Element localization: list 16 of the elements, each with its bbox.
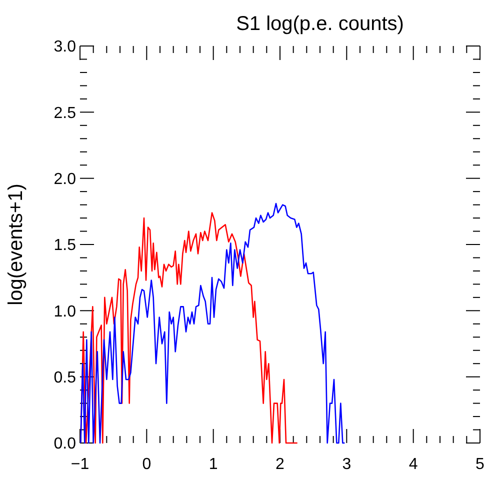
x-tick-label: 3: [342, 456, 352, 473]
x-tick-label: 1: [208, 456, 218, 473]
y-tick-label: 1.0: [54, 303, 76, 320]
x-tick-label: 2: [276, 456, 285, 473]
y-tick-label: 0.5: [54, 369, 76, 386]
y-tick-label: 3.0: [54, 38, 76, 56]
chart-title: S1 log(p.e. counts): [236, 13, 404, 35]
x-tick-label: 0: [142, 456, 152, 473]
y-tick-label: 1.5: [54, 237, 76, 254]
y-tick-label: 2.5: [54, 104, 76, 122]
y-tick-label: 0.0: [54, 436, 76, 453]
y-axis-title: log(events+1): [5, 184, 27, 306]
x-tick-label: 5: [476, 456, 485, 473]
y-tick-label: 2.0: [54, 170, 76, 188]
x-tick-label: −1: [70, 456, 90, 473]
x-tick-label: 4: [408, 456, 418, 473]
